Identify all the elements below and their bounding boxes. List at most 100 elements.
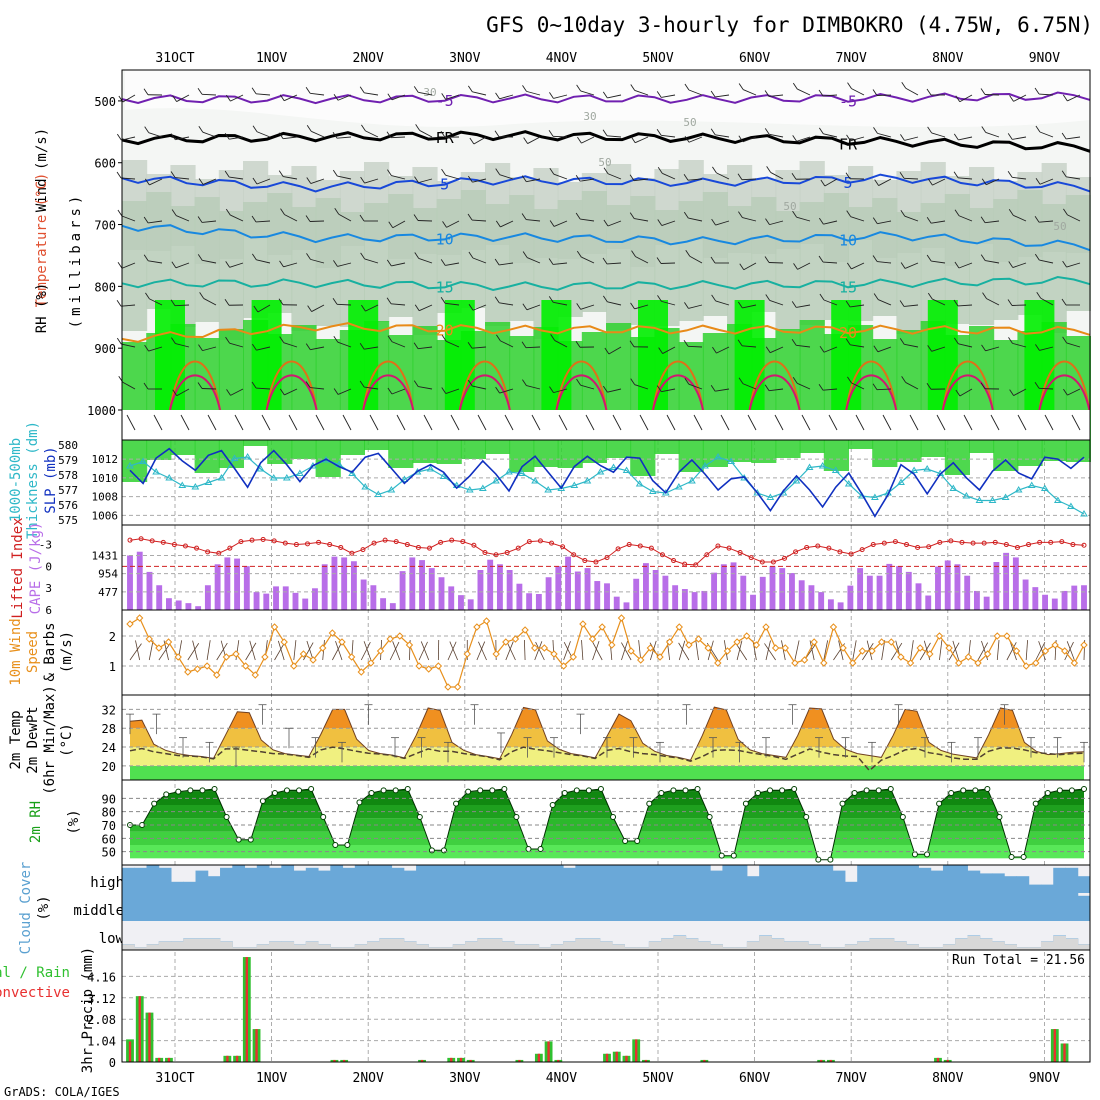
panel-frame-precip	[121, 949, 1091, 1063]
cloud-low-fill	[538, 947, 552, 950]
cloud-cell-middle	[612, 893, 625, 921]
thickness-marker	[923, 465, 932, 472]
date-label-bottom: 1NOV	[256, 1071, 287, 1086]
cloud-low-fill	[526, 944, 540, 950]
wind-speed-marker	[232, 650, 240, 658]
wind-barb-flag	[548, 296, 554, 303]
wind-barb	[553, 262, 568, 265]
wind-barb	[310, 178, 325, 184]
rh-marker	[597, 786, 604, 792]
rh-marker	[984, 786, 991, 792]
cloud-low-fill	[869, 938, 883, 950]
wind-barb	[769, 388, 784, 392]
rh-contour-label: 30	[423, 86, 436, 99]
rh-marker	[924, 851, 931, 858]
isotherm-bump	[845, 360, 898, 411]
wind-barb-flag	[901, 376, 907, 383]
wind-barb	[1071, 414, 1081, 431]
pressure-tick: 1000	[87, 404, 116, 418]
cape-bar	[886, 563, 893, 610]
wind-barb-flag	[711, 294, 716, 302]
surface-wind-barb	[303, 642, 314, 661]
wind-barb-flag	[469, 137, 475, 145]
cape-bar	[341, 557, 348, 610]
cloud-low-fill	[599, 941, 613, 950]
cloud-cell-high	[1028, 884, 1042, 893]
surface-wind-barb	[948, 642, 960, 661]
wind-barb-flag	[737, 301, 743, 309]
cloud-low-fill	[477, 938, 491, 950]
surface-wind-barb	[592, 642, 603, 661]
wind-barb-flag	[658, 347, 664, 354]
wind-barb-flag	[980, 88, 986, 95]
wind-barb-flag	[981, 344, 986, 352]
slp-tick: 1012	[92, 453, 119, 466]
precip-conv-bar	[235, 1055, 239, 1062]
wind-barb	[1039, 346, 1054, 351]
cape-tick: 477	[98, 586, 118, 599]
rh-marker	[549, 802, 556, 808]
cloud-cell-middle	[1053, 893, 1066, 921]
label-thickness: Thickness (dm)	[25, 421, 41, 539]
rh-marker	[682, 787, 689, 794]
cape-bar	[428, 568, 435, 610]
thickness-tick: 579	[58, 454, 78, 467]
label-10m-wind: 10m Wind	[8, 618, 24, 685]
label-wind-units: (m/s)	[59, 631, 75, 673]
cape-bar	[380, 598, 387, 610]
wind-barb-flag	[982, 292, 987, 299]
wind-barb-flag	[145, 292, 150, 300]
li-marker	[460, 539, 466, 545]
wind-barb	[337, 94, 352, 101]
wind-speed-marker	[897, 653, 905, 661]
wind-barb-flag	[981, 126, 987, 133]
wind-barb-flag	[684, 135, 690, 143]
wind-barb	[180, 414, 190, 431]
rh-marker	[996, 814, 1003, 820]
thickness-marker	[897, 478, 905, 485]
wind-barb	[391, 262, 406, 267]
rh-marker	[1068, 787, 1075, 794]
wind-barb-flag	[928, 178, 933, 186]
cape-bar	[438, 577, 445, 610]
wind-barb-flag	[954, 261, 960, 269]
cloud-low-fill	[673, 936, 687, 950]
wind-speed-marker	[376, 647, 385, 655]
wind-barb-flag	[440, 259, 446, 266]
cloud-low-fill	[220, 941, 233, 950]
isotherm-label: 20	[839, 324, 857, 342]
wind-speed-marker	[1070, 659, 1079, 667]
rh-marker	[271, 790, 278, 796]
isotherm-bump	[748, 374, 801, 411]
wind-barb	[175, 343, 190, 348]
wind-barb	[742, 89, 757, 96]
wind-barb	[903, 177, 919, 180]
precip-tick: 0	[109, 1056, 116, 1070]
cloud-cell-middle	[881, 893, 895, 921]
wind-barb-flag	[791, 339, 797, 346]
thickness-marker	[648, 487, 657, 494]
wind-barb	[715, 134, 730, 138]
wind-barb	[396, 414, 406, 431]
li-marker	[815, 543, 821, 549]
wind-barb	[364, 92, 379, 96]
cape-bar	[312, 588, 318, 610]
wind-barb-flag	[953, 133, 959, 141]
cloud-cell-high	[220, 867, 233, 893]
wind-barb	[634, 90, 649, 96]
surface-wind-barb	[389, 641, 400, 661]
cloud-cell-high	[526, 865, 540, 893]
wind-barb	[742, 383, 757, 390]
wind-barb	[1067, 94, 1081, 102]
precip-conv-bar	[167, 1057, 171, 1062]
wind-barb-flag	[359, 86, 365, 94]
cloud-cell-high	[538, 865, 552, 893]
wind-barb	[851, 88, 865, 96]
thickness-marker	[557, 484, 566, 491]
wind-speed-marker	[955, 659, 963, 667]
wind-barb-flag	[683, 340, 689, 347]
wind-barb	[741, 178, 757, 181]
wind-barb-flag	[683, 173, 689, 181]
cloud-cell-high	[501, 865, 515, 893]
surface-wind-barb	[158, 643, 171, 661]
